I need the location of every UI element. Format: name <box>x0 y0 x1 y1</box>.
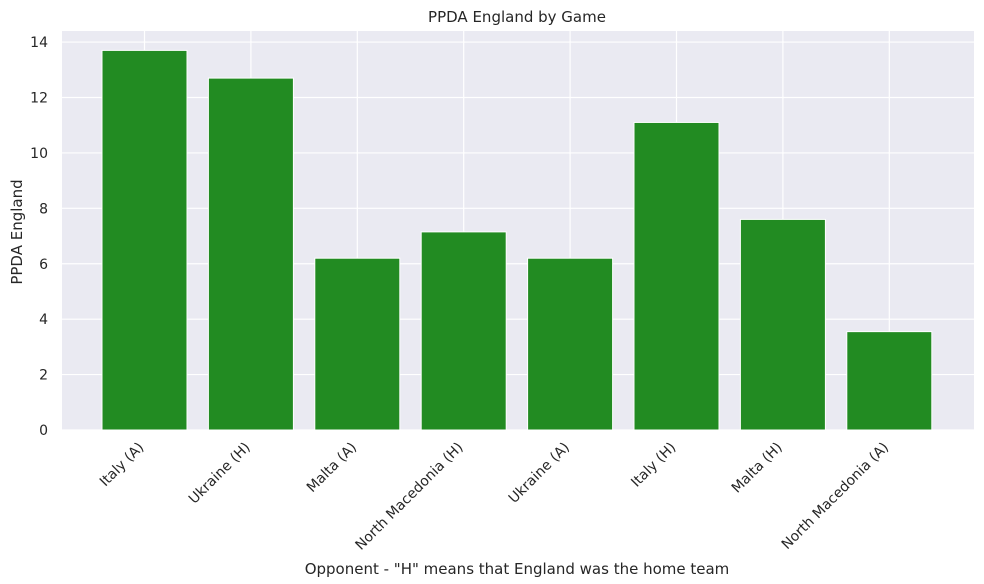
x-tick-label: Ukraine (A) <box>506 440 573 507</box>
bar <box>527 257 614 431</box>
y-tick-label: 0 <box>39 423 48 439</box>
y-axis-ticks: 0 2 4 6 8 10 12 14 <box>30 35 48 439</box>
x-tick-label: Italy (H) <box>628 440 679 491</box>
bar <box>633 121 720 431</box>
y-tick-label: 4 <box>39 312 48 328</box>
x-tick-label: North Macedonia (A) <box>779 440 892 553</box>
x-tick-label: Ukraine (H) <box>186 440 254 508</box>
x-tick-label: North Macedonia (H) <box>352 440 466 554</box>
bars <box>101 49 933 431</box>
y-tick-label: 6 <box>39 257 48 273</box>
bar <box>207 77 294 431</box>
plot-area <box>62 31 974 430</box>
y-tick-label: 10 <box>30 146 48 162</box>
x-tick-label: Italy (A) <box>97 440 147 490</box>
bar <box>420 231 507 431</box>
y-tick-label: 8 <box>39 201 48 217</box>
x-tick-label: Malta (H) <box>729 440 786 497</box>
x-axis-label: Opponent - "H" means that England was th… <box>305 560 730 578</box>
bar <box>739 218 826 431</box>
y-tick-label: 14 <box>30 35 48 51</box>
chart-title: PPDA England by Game <box>428 8 606 26</box>
x-tick-label: Malta (A) <box>304 440 360 496</box>
y-tick-label: 12 <box>30 91 48 107</box>
y-axis-label: PPDA England <box>8 179 26 284</box>
y-tick-label: 2 <box>39 368 48 384</box>
x-axis-ticks: Italy (A) Ukraine (H) Malta (A)North Maced… <box>97 440 892 554</box>
bar <box>314 257 401 431</box>
bar <box>101 49 188 431</box>
bar <box>846 331 933 431</box>
